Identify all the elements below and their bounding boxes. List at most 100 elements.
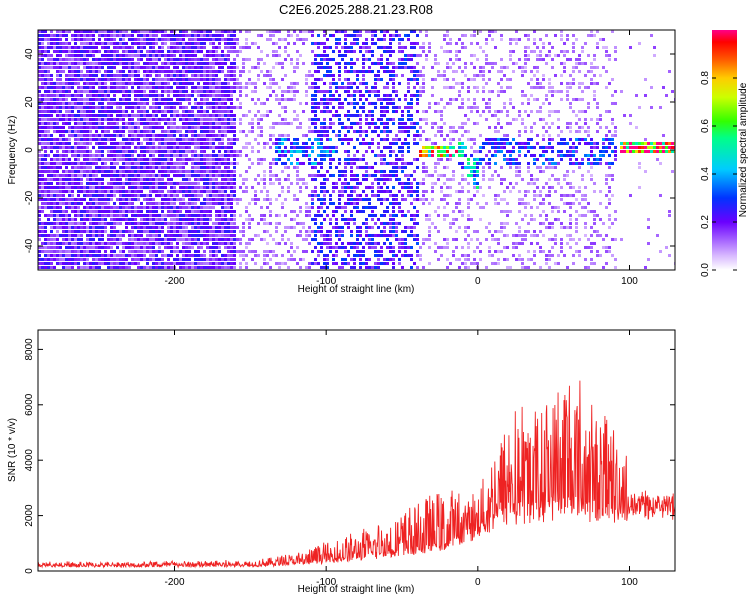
spectrogram-cell (221, 190, 224, 193)
spectrogram-cell (128, 50, 131, 53)
spectrogram-cell (356, 182, 359, 185)
spectrogram-cell (146, 178, 149, 181)
spectrogram-cell (230, 218, 233, 221)
spectrogram-cell (206, 62, 209, 65)
spectrogram-cell (173, 206, 176, 209)
spectrogram-cell (68, 142, 71, 145)
spectrogram-cell (224, 186, 227, 189)
spectrogram-cell (197, 226, 200, 229)
spectrogram-cell (110, 118, 113, 121)
spectrogram-cell (290, 82, 293, 85)
spectrogram-cell (92, 94, 95, 97)
spectrogram-cell (380, 54, 383, 57)
spectrogram-cell (71, 114, 74, 117)
spectrogram-cell (71, 162, 74, 165)
spectrogram-cell (344, 206, 347, 209)
spectrogram-cell (101, 162, 104, 165)
spectrogram-cell (269, 34, 272, 37)
spectrogram-cell (59, 250, 62, 253)
spectrogram-cell (341, 262, 344, 265)
spectrogram-cell (128, 206, 131, 209)
spectrogram-cell (134, 238, 137, 241)
spectrogram-cell (221, 126, 224, 129)
spectrogram-cell (44, 114, 47, 117)
spectrogram-cell (377, 266, 380, 269)
spectrogram-cell (77, 162, 80, 165)
spectrogram-cell (218, 126, 221, 129)
spectrogram-cell (167, 206, 170, 209)
spectrogram-cell (323, 210, 326, 213)
spectrogram-cell (59, 254, 62, 257)
spectrogram-cell (254, 198, 257, 201)
spectrogram-cell (173, 250, 176, 253)
spectrogram-cell (380, 250, 383, 253)
spectrogram-cell (224, 162, 227, 165)
spectrogram-cell (317, 230, 320, 233)
spectrogram-cell (104, 30, 107, 33)
spectrogram-cell (335, 98, 338, 101)
spectrogram-cell (203, 138, 206, 141)
spectrogram-cell (290, 162, 293, 165)
spectrogram-cell (161, 66, 164, 69)
spectrogram-cell (38, 190, 41, 193)
spectrogram-cell (260, 158, 263, 161)
spectrogram-cell (137, 226, 140, 229)
spectrogram-cell (173, 46, 176, 49)
spectrogram-cell (380, 230, 383, 233)
spectrogram-cell (59, 54, 62, 57)
spectrogram-cell (71, 258, 74, 261)
spectrogram-cell (95, 66, 98, 69)
spectrogram-cell (320, 234, 323, 237)
spectrogram-cell (368, 266, 371, 269)
spectrogram-cell (71, 34, 74, 37)
spectrogram-cell (92, 118, 95, 121)
spectrogram-cell (236, 86, 239, 89)
spectrogram-cell (299, 38, 302, 41)
spectrogram-cell (77, 118, 80, 121)
spectrogram-cell (332, 246, 335, 249)
spectrogram-cell (56, 178, 59, 181)
spectrogram-cell (140, 234, 143, 237)
spectrogram-cell (56, 234, 59, 237)
spectrogram-cell (59, 174, 62, 177)
spectrogram-cell (53, 170, 56, 173)
spectrogram-cell (98, 126, 101, 129)
spectrogram-cell (98, 206, 101, 209)
spectrogram-cell (185, 254, 188, 257)
spectrogram-cell (83, 102, 86, 105)
spectrogram-cell (236, 202, 239, 205)
spectrogram-cell (131, 130, 134, 133)
spectrogram-cell (125, 66, 128, 69)
spectrogram-cell (323, 94, 326, 97)
spectrogram-cell (353, 38, 356, 41)
spectrogram-cell (116, 50, 119, 53)
spectrogram-cell (362, 262, 365, 265)
spectrogram-cell (89, 34, 92, 37)
spectrogram-cell (245, 82, 248, 85)
spectrogram-cell (263, 182, 266, 185)
spectrogram-cell (218, 34, 221, 37)
spectrogram-cell (212, 122, 215, 125)
spectrogram-cell (38, 74, 41, 77)
spectrogram-cell (140, 94, 143, 97)
spectrogram-cell (314, 262, 317, 265)
spectrogram-cell (239, 250, 242, 253)
spectrogram-cell (257, 150, 260, 153)
spectrogram-cell (104, 242, 107, 245)
spectrogram-cell (302, 62, 305, 65)
spectrogram-cell (68, 250, 71, 253)
spectrogram-cell (191, 110, 194, 113)
spectrogram-cell (116, 106, 119, 109)
spectrogram-cell (47, 54, 50, 57)
spectrogram-cell (197, 174, 200, 177)
spectrogram-cell (236, 154, 239, 157)
spectrogram-cell (362, 254, 365, 257)
spectrogram-cell (308, 86, 311, 89)
spectrogram-cell (350, 218, 353, 221)
spectrogram-cell (173, 226, 176, 229)
spectrogram-cell (194, 190, 197, 193)
spectrogram-cell (74, 90, 77, 93)
spectrogram-cell (215, 98, 218, 101)
spectrogram-cell (68, 50, 71, 53)
spectrogram-cell (131, 54, 134, 57)
